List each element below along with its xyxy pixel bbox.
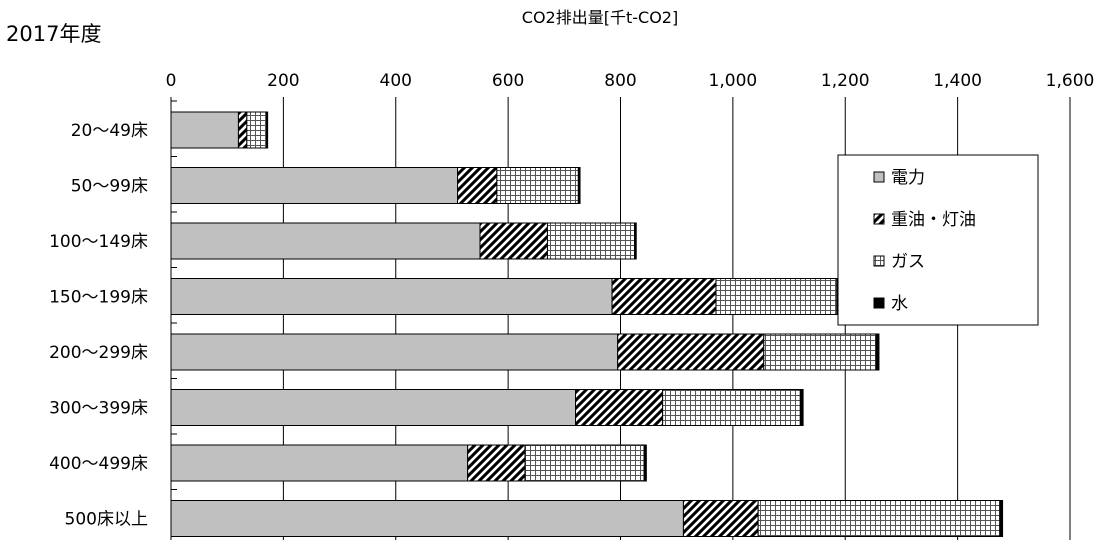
bar-segment bbox=[611, 278, 717, 315]
bar-segment bbox=[799, 389, 804, 426]
bar-segment bbox=[875, 333, 880, 371]
bars bbox=[170, 97, 1004, 540]
bar-segment bbox=[617, 333, 765, 371]
bar-segment bbox=[170, 167, 459, 204]
x-tick-label: 200 bbox=[267, 71, 299, 91]
legend-swatch bbox=[873, 255, 885, 267]
category-label: 400～499床 bbox=[49, 454, 148, 474]
page-title: 2017年度 bbox=[6, 22, 102, 46]
bar-segment bbox=[170, 111, 239, 149]
category-label: 300～399床 bbox=[49, 399, 148, 419]
category-label: 500床以上 bbox=[65, 510, 148, 530]
legend-swatch bbox=[873, 297, 885, 309]
bar-segment bbox=[757, 500, 1001, 537]
category-label: 100～149床 bbox=[49, 232, 148, 252]
bar-segment bbox=[662, 389, 801, 426]
legend-label: ガス bbox=[891, 252, 925, 272]
category-label: 150～199床 bbox=[49, 288, 148, 308]
bar-segment bbox=[170, 444, 469, 482]
bar-segment bbox=[496, 167, 579, 204]
x-tick-label: 1,200 bbox=[821, 71, 870, 91]
bar-segment bbox=[575, 389, 664, 426]
bar-segment bbox=[170, 333, 619, 371]
category-label: 20～49床 bbox=[71, 121, 148, 141]
legend-label: 電力 bbox=[891, 168, 925, 188]
x-tick-label: 600 bbox=[492, 71, 524, 91]
bar-segment bbox=[170, 278, 613, 315]
bar-segment bbox=[170, 389, 577, 426]
bar-segment bbox=[266, 111, 269, 149]
bar-segment bbox=[467, 444, 526, 482]
bar-segment bbox=[246, 111, 268, 149]
legend-box bbox=[837, 154, 1039, 326]
x-tick-label: 0 bbox=[166, 71, 177, 91]
chart-title: CO2排出量[千t-CO2] bbox=[522, 8, 678, 27]
bar-segment bbox=[524, 444, 645, 482]
bar-segment bbox=[577, 167, 581, 204]
x-tick-label: 800 bbox=[604, 71, 636, 91]
x-tick-label: 1,600 bbox=[1046, 71, 1095, 91]
x-tick-label: 400 bbox=[380, 71, 412, 91]
category-label: 200～299床 bbox=[49, 343, 148, 363]
x-tick-label: 1,400 bbox=[933, 71, 982, 91]
bar-segment bbox=[479, 222, 548, 260]
bar-segment bbox=[170, 222, 481, 260]
category-label: 50～99床 bbox=[71, 177, 148, 197]
category-labels: 20～49床 50～99床 100～149床 150～199床 200～299床 300～… bbox=[49, 121, 148, 530]
bar-segment bbox=[763, 333, 877, 371]
bar-segment bbox=[237, 111, 248, 149]
x-axis-ticks: 0 200 400 600 800 1,000 1,200 1,400 1,600 bbox=[166, 71, 1095, 91]
legend-label: 水 bbox=[891, 294, 908, 314]
legend-swatch bbox=[873, 213, 885, 225]
bar-segment bbox=[682, 500, 759, 537]
bar-segment bbox=[170, 500, 684, 537]
bar-segment bbox=[999, 500, 1004, 537]
x-tick-label: 1,000 bbox=[709, 71, 758, 91]
bar-segment bbox=[634, 222, 637, 260]
bar-segment bbox=[643, 444, 647, 482]
bar-segment bbox=[457, 167, 498, 204]
bar-segment bbox=[715, 278, 838, 315]
legend-label: 重油・灯油 bbox=[891, 210, 976, 230]
legend-swatch bbox=[873, 171, 885, 183]
bar-segment bbox=[546, 222, 636, 260]
